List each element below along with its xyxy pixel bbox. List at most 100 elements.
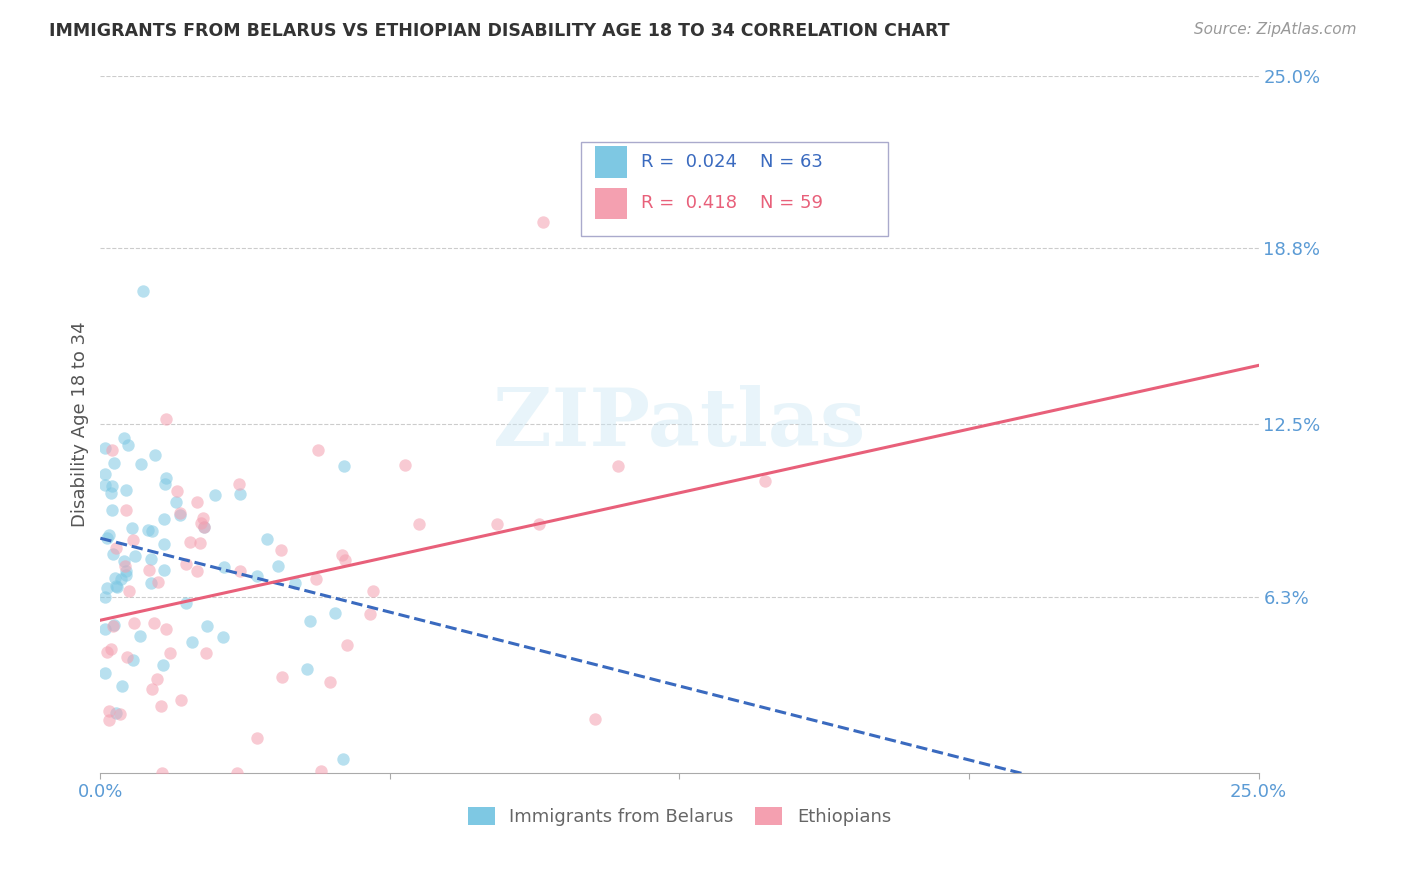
Point <box>141 682 163 697</box>
Point <box>139 552 162 566</box>
Point <box>100 642 122 657</box>
Point <box>110 706 132 721</box>
Point <box>101 479 124 493</box>
Point <box>152 658 174 673</box>
Point <box>229 487 252 501</box>
Point <box>256 532 278 546</box>
Point <box>104 579 127 593</box>
Point <box>270 543 292 558</box>
Point <box>179 535 201 549</box>
Point <box>408 517 430 532</box>
Point <box>204 488 226 502</box>
Point <box>527 516 550 531</box>
Point <box>142 615 165 630</box>
Point <box>190 516 212 530</box>
Text: ZIPatlas: ZIPatlas <box>494 385 866 463</box>
Point <box>330 548 353 562</box>
Point <box>307 442 329 457</box>
Point <box>143 448 166 462</box>
Point <box>124 549 146 564</box>
Point <box>266 558 288 573</box>
Point <box>228 477 250 491</box>
Point <box>159 646 181 660</box>
Point <box>94 665 117 680</box>
Point <box>298 614 321 628</box>
Point <box>114 558 136 573</box>
Point <box>336 638 359 652</box>
Point <box>186 495 208 509</box>
Text: R =  0.024    N = 63: R = 0.024 N = 63 <box>641 153 823 171</box>
Point <box>174 557 197 571</box>
Point <box>155 412 177 426</box>
Point <box>195 618 218 632</box>
Text: IMMIGRANTS FROM BELARUS VS ETHIOPIAN DISABILITY AGE 18 TO 34 CORRELATION CHART: IMMIGRANTS FROM BELARUS VS ETHIOPIAN DIS… <box>49 22 950 40</box>
Point <box>226 765 249 780</box>
Point <box>165 494 187 508</box>
Point <box>141 576 163 591</box>
Point <box>94 590 117 604</box>
Point <box>103 618 125 632</box>
Point <box>96 645 118 659</box>
Point <box>110 572 132 586</box>
Point <box>319 675 342 690</box>
Point <box>155 471 177 485</box>
Point <box>112 431 135 445</box>
Point <box>117 438 139 452</box>
Point <box>111 679 134 693</box>
Point <box>136 523 159 537</box>
Point <box>323 607 346 621</box>
Point <box>284 576 307 591</box>
Point <box>128 629 150 643</box>
Point <box>332 752 354 766</box>
Point <box>155 622 177 636</box>
Point <box>114 565 136 579</box>
Text: R =  0.418    N = 59: R = 0.418 N = 59 <box>641 194 824 212</box>
Point <box>607 458 630 473</box>
Point <box>155 476 177 491</box>
Point <box>180 635 202 649</box>
Point <box>94 622 117 636</box>
Point <box>531 215 554 229</box>
Point <box>103 571 125 585</box>
Bar <box>581 142 889 235</box>
Point <box>104 706 127 720</box>
Legend: Immigrants from Belarus, Ethiopians: Immigrants from Belarus, Ethiopians <box>461 800 898 833</box>
Text: Source: ZipAtlas.com: Source: ZipAtlas.com <box>1194 22 1357 37</box>
Point <box>122 533 145 547</box>
Point <box>124 616 146 631</box>
Point <box>170 692 193 706</box>
Bar <box>595 146 627 178</box>
Point <box>103 456 125 470</box>
Point <box>394 458 416 472</box>
Point <box>188 536 211 550</box>
Point <box>103 547 125 561</box>
Point <box>105 580 128 594</box>
Point <box>145 672 167 686</box>
Point <box>138 563 160 577</box>
Point <box>212 630 235 644</box>
Point <box>100 486 122 500</box>
Point <box>311 764 333 779</box>
Point <box>131 285 153 299</box>
Point <box>129 457 152 471</box>
Point <box>304 572 326 586</box>
Point <box>150 698 173 713</box>
Point <box>101 442 124 457</box>
Point <box>214 560 236 574</box>
Point <box>152 512 174 526</box>
Point <box>148 574 170 589</box>
Point <box>169 506 191 520</box>
Point <box>141 524 163 539</box>
Point <box>98 528 121 542</box>
Point <box>246 731 269 746</box>
Point <box>193 511 215 525</box>
Bar <box>595 187 627 219</box>
Point <box>174 596 197 610</box>
Point <box>754 475 776 489</box>
Point <box>583 712 606 726</box>
Point <box>166 484 188 499</box>
Point <box>94 467 117 481</box>
Y-axis label: Disability Age 18 to 34: Disability Age 18 to 34 <box>72 321 89 527</box>
Point <box>115 567 138 582</box>
Point <box>228 565 250 579</box>
